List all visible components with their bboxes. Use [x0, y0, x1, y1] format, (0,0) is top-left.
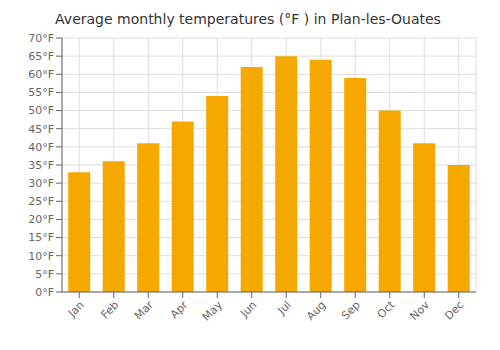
svg-text:May: May — [200, 298, 226, 324]
html-text:Average monthly temperatures (: Average monthly temperatures (°F ) in Pl… — [55, 11, 441, 27]
svg-text:5°F: 5°F — [35, 268, 54, 281]
svg-text:20°F: 20°F — [28, 213, 54, 226]
svg-text:45°F: 45°F — [28, 123, 54, 136]
svg-text:Apr: Apr — [168, 298, 191, 321]
svg-text:10°F: 10°F — [28, 250, 54, 263]
svg-text:50°F: 50°F — [28, 104, 54, 117]
svg-text:Dec: Dec — [442, 298, 466, 322]
svg-text:Nov: Nov — [408, 298, 433, 323]
svg-text:Aug: Aug — [304, 298, 328, 322]
svg-text:30°F: 30°F — [28, 177, 54, 190]
svg-text:70°F: 70°F — [28, 32, 54, 45]
svg-text:0°F: 0°F — [35, 286, 54, 299]
svg-text:Jan: Jan — [65, 298, 87, 320]
svg-text:55°F: 55°F — [28, 86, 54, 99]
svg-text:Oct: Oct — [375, 298, 398, 321]
svg-text:15°F: 15°F — [28, 231, 54, 244]
svg-text:Jun: Jun — [237, 298, 259, 320]
svg-text:60°F: 60°F — [28, 68, 54, 81]
svg-text:65°F: 65°F — [28, 50, 54, 63]
svg-text:Feb: Feb — [98, 298, 121, 321]
svg-text:40°F: 40°F — [28, 141, 54, 154]
svg-text:Mar: Mar — [132, 298, 156, 322]
svg-text:Sep: Sep — [339, 298, 363, 322]
svg-text:Jul: Jul — [275, 298, 294, 317]
svg-text:25°F: 25°F — [28, 195, 54, 208]
svg-text:35°F: 35°F — [28, 159, 54, 172]
